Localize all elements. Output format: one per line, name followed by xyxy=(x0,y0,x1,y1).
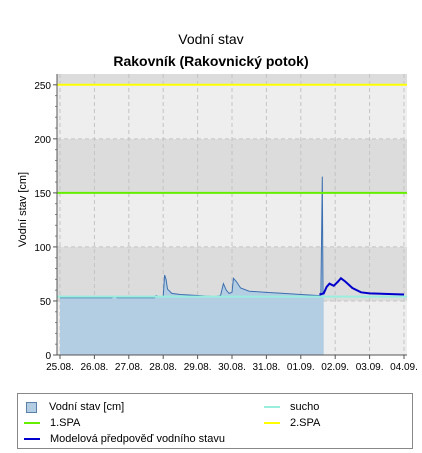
tick-labels: 0 50 100 150 200 250 25.08. 26.08. 27.08. 28.08. 2… xyxy=(34,81,418,373)
x-tick-label: 01.09. xyxy=(287,362,315,373)
legend-item-spa1: 1.SPA xyxy=(22,416,80,430)
axes xyxy=(53,74,407,359)
legend-item-observed: Vodní stav [cm] xyxy=(22,400,124,414)
x-tick-label: 03.09. xyxy=(356,362,384,373)
water-level-chart: 0 50 100 150 200 250 25.08. 26.08. 27.08. 28.08. 2… xyxy=(17,74,418,373)
legend-item-spa2: 2.SPA xyxy=(262,416,320,430)
y-tick-label: 50 xyxy=(40,297,52,308)
y-tick-label: 250 xyxy=(34,81,51,92)
y-tick-label: 0 xyxy=(45,351,51,362)
x-tick-label: 26.08. xyxy=(80,362,108,373)
forecast-layer xyxy=(319,276,405,296)
x-tick-label: 28.08. xyxy=(149,362,177,373)
chart-title-block: Vodní stav Rakovník (Rakovnický potok) xyxy=(0,0,422,70)
y-tick-label: 150 xyxy=(34,189,51,200)
background-band xyxy=(57,74,407,85)
legend-swatch-forecast xyxy=(24,438,40,440)
legend-item-drought: sucho xyxy=(262,400,319,414)
legend-item-forecast: Modelová předpověď vodního stavu xyxy=(22,432,225,446)
y-axis-title: Vodní stav [cm] xyxy=(17,172,29,247)
chart-subtitle: Rakovník (Rakovnický potok) xyxy=(113,53,309,69)
x-tick-label: 29.08. xyxy=(184,362,212,373)
legend-label-spa1: 1.SPA xyxy=(50,417,81,429)
observed-area-fill xyxy=(60,176,324,355)
legend-label-forecast: Modelová předpověď vodního stavu xyxy=(50,433,225,445)
x-tick-label: 27.08. xyxy=(115,362,143,373)
y-tick-label: 200 xyxy=(34,135,51,146)
x-tick-label: 25.08. xyxy=(46,362,74,373)
forecast-line xyxy=(319,276,405,296)
x-tick-label: 04.09. xyxy=(390,362,418,373)
threshold-lines xyxy=(57,83,407,298)
y-tick-label: 100 xyxy=(34,243,51,254)
legend-label-spa2: 2.SPA xyxy=(290,417,321,429)
legend: Vodní stav [cm] 1.SPA Modelová předpověď… xyxy=(17,393,413,449)
x-tick-label: 02.09. xyxy=(321,362,349,373)
chart-title: Vodní stav xyxy=(178,31,244,47)
legend-label-drought: sucho xyxy=(290,401,320,413)
legend-swatch-spa1 xyxy=(24,422,40,424)
legend-label-observed: Vodní stav [cm] xyxy=(49,401,125,413)
legend-swatch-observed xyxy=(26,401,37,413)
legend-swatch-spa2 xyxy=(264,422,280,424)
legend-swatch-drought xyxy=(264,406,280,408)
x-tick-label: 30.08. xyxy=(218,362,246,373)
x-tick-label: 31.08. xyxy=(252,362,280,373)
